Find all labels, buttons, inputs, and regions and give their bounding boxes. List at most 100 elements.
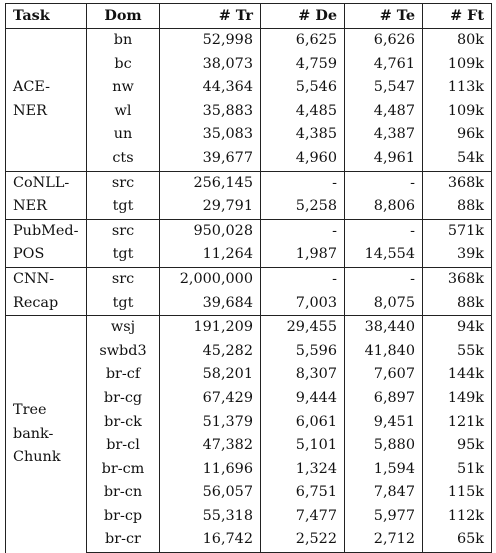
header-test: # Te [344, 3, 423, 29]
dev-count-cell: 2,522 [260, 528, 345, 553]
feature-count-cell: 88k [422, 291, 492, 317]
test-count-cell: 5,547 [344, 76, 423, 100]
header-task: Task [5, 3, 87, 29]
feature-count-cell: 65k [422, 528, 492, 553]
dev-count-cell: 7,477 [260, 504, 345, 529]
test-count-cell: 9,451 [344, 410, 423, 435]
test-count-cell: 4,387 [344, 123, 423, 147]
task-cell: ACE- NER [5, 28, 87, 172]
domain-cell: wsj [86, 315, 160, 340]
train-count-cell: 38,073 [159, 52, 261, 77]
task-label: Tree bank- Chunk [13, 401, 61, 466]
header-dom: Dom [86, 3, 160, 29]
feature-count-cell: 368k [422, 170, 492, 196]
test-count-cell: 6,626 [344, 28, 423, 53]
task-cell: CNN- Recap [5, 266, 87, 316]
test-count-cell: 7,607 [344, 363, 423, 387]
train-count-cell: 11,264 [159, 243, 261, 268]
test-count-cell: 5,880 [344, 434, 423, 458]
feature-count-cell: 96k [422, 123, 492, 147]
dev-count-cell: - [260, 266, 345, 292]
dev-count-cell: 5,258 [260, 195, 345, 220]
domain-cell: br-cf [86, 363, 160, 387]
domain-cell: br-cl [86, 434, 160, 458]
train-count-cell: 56,057 [159, 481, 261, 505]
test-count-cell: 14,554 [344, 243, 423, 268]
domain-cell: br-cg [86, 386, 160, 411]
feature-count-cell: 144k [422, 363, 492, 387]
domain-cell: br-cn [86, 481, 160, 505]
dev-count-cell: 6,061 [260, 410, 345, 435]
dev-count-cell: 1,324 [260, 457, 345, 482]
dev-count-cell: 8,307 [260, 363, 345, 387]
dev-count-cell: 6,751 [260, 481, 345, 505]
test-count-cell: 4,487 [344, 99, 423, 124]
feature-count-cell: 39k [422, 243, 492, 268]
test-count-cell: 7,847 [344, 481, 423, 505]
feature-count-cell: 368k [422, 266, 492, 292]
header-features: # Ft [422, 3, 492, 29]
table-row: tgt 39,684 7,003 8,075 88k [6, 291, 492, 317]
feature-count-cell: 54k [422, 146, 492, 172]
domain-cell: nw [86, 76, 160, 100]
train-count-cell: 11,696 [159, 457, 261, 482]
feature-count-cell: 149k [422, 386, 492, 411]
header-row: Task Dom # Tr # De # Te # Ft [5, 3, 492, 29]
table-body: ACE- NER bn 52,998 6,625 6,626 80k bc 38,073 4,7… [5, 28, 492, 553]
test-count-cell: 1,594 [344, 457, 423, 482]
feature-count-cell: 51k [422, 457, 492, 482]
table-row: swbd3 45,282 5,596 41,840 55k [6, 339, 492, 364]
table-row: br-cl 47,382 5,101 5,880 95k [6, 434, 492, 458]
feature-count-cell: 115k [422, 481, 492, 505]
task-label: CoNLL- NER [13, 174, 70, 215]
dev-count-cell: - [260, 218, 345, 244]
feature-count-cell: 109k [422, 99, 492, 124]
test-count-cell: - [344, 170, 423, 196]
dev-count-cell: 1,987 [260, 243, 345, 268]
domain-cell: src [86, 266, 160, 292]
dev-count-cell: 4,485 [260, 99, 345, 124]
test-count-cell: - [344, 218, 423, 244]
train-count-cell: 58,201 [159, 363, 261, 387]
dev-count-cell: 5,546 [260, 76, 345, 100]
domain-cell: swbd3 [86, 339, 160, 364]
test-count-cell: 8,806 [344, 195, 423, 220]
table-row: wl 35,883 4,485 4,487 109k [6, 99, 492, 124]
test-count-cell: 4,961 [344, 146, 423, 172]
domain-cell: bc [86, 52, 160, 77]
table-row: br-cg 67,429 9,444 6,897 149k [6, 386, 492, 411]
domain-cell: br-cr [86, 528, 160, 553]
feature-count-cell: 94k [422, 315, 492, 340]
table-row: br-cn 56,057 6,751 7,847 115k [6, 481, 492, 505]
domain-cell: un [86, 123, 160, 147]
table-row: bc 38,073 4,759 4,761 109k [6, 52, 492, 77]
domain-cell: src [86, 218, 160, 244]
dataset-statistics-table: Task Dom # Tr # De # Te # Ft ACE- NER bn 5… [5, 3, 492, 553]
train-count-cell: 67,429 [159, 386, 261, 411]
table-row: br-cf 58,201 8,307 7,607 144k [6, 363, 492, 387]
train-count-cell: 29,791 [159, 195, 261, 220]
feature-count-cell: 109k [422, 52, 492, 77]
dev-count-cell: 6,625 [260, 28, 345, 53]
domain-cell: bn [86, 28, 160, 53]
domain-cell: tgt [86, 243, 160, 268]
train-count-cell: 45,282 [159, 339, 261, 364]
table-row: PubMed- POS src 950,028- -571k [5, 218, 492, 268]
train-count-cell: 191,209 [159, 315, 261, 340]
task-label: ACE- NER [13, 79, 51, 119]
train-count-cell: 44,364 [159, 76, 261, 100]
dev-count-cell: 5,596 [260, 339, 345, 364]
header-train: # Tr [159, 3, 261, 29]
dev-count-cell: 7,003 [260, 291, 345, 317]
table-row: un 35,083 4,385 4,387 96k [6, 123, 492, 147]
train-count-cell: 51,379 [159, 410, 261, 435]
test-count-cell: - [344, 266, 423, 292]
header-dev: # De [260, 3, 345, 29]
feature-count-cell: 80k [422, 28, 492, 53]
domain-cell: src [86, 170, 160, 196]
dev-count-cell: 5,101 [260, 434, 345, 458]
domain-cell: tgt [86, 195, 160, 220]
train-count-cell: 39,677 [159, 146, 261, 172]
feature-count-cell: 95k [422, 434, 492, 458]
task-cell: Tree bank- Chunk [5, 315, 87, 553]
